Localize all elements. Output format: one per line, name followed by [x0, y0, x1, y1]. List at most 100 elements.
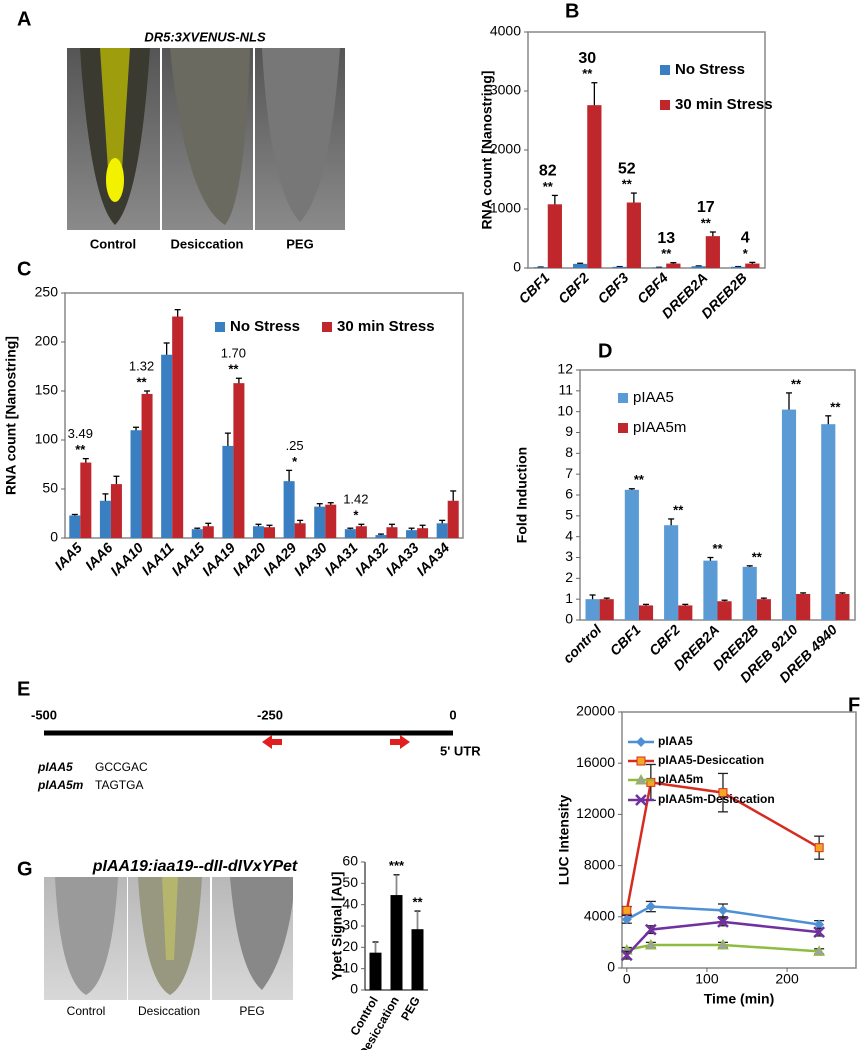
- construct: pIAA5: [37, 760, 73, 774]
- y-tick-label: 0: [513, 259, 521, 275]
- y-tick-label: 16000: [576, 754, 615, 770]
- y-tick-label: 0: [565, 611, 573, 627]
- legend-label: pIAA5m: [633, 419, 686, 436]
- x-tick-label: 100: [695, 971, 719, 987]
- bar: [781, 409, 797, 620]
- bar: [406, 530, 418, 538]
- caption: Control: [90, 236, 136, 251]
- significance: *: [292, 454, 298, 469]
- bar: [252, 526, 264, 538]
- legend-marker: [635, 794, 647, 806]
- x-tick-label: CBF4: [634, 269, 671, 306]
- significance: **: [228, 362, 239, 377]
- panel-label: B: [565, 0, 579, 22]
- significance: **: [712, 541, 723, 556]
- y-tick-label: 4000: [584, 908, 615, 924]
- position: 0: [449, 707, 456, 722]
- significance: *: [743, 246, 749, 261]
- point: [644, 938, 657, 950]
- point: [813, 945, 825, 956]
- point: [717, 938, 729, 950]
- bar: [717, 601, 732, 620]
- bar: [652, 267, 667, 268]
- y-tick-label: 11: [558, 382, 573, 398]
- point: [644, 923, 657, 936]
- bar: [386, 527, 398, 538]
- x-tick-label: IAA32: [352, 539, 392, 579]
- y-tick-label: 12000: [576, 805, 615, 821]
- significance: **: [622, 177, 633, 192]
- fold-change: 4: [741, 230, 750, 247]
- fold-change: 1.70: [221, 346, 246, 361]
- micrographs: [67, 48, 345, 230]
- x-tick-label: PEG: [398, 994, 423, 1023]
- y-tick-label: 250: [35, 284, 59, 300]
- significance: **: [752, 549, 763, 564]
- panel-title: pIAA19:iaa19--dII-dIVxYPet: [92, 858, 298, 875]
- caption: Control: [67, 1004, 106, 1018]
- legend-marker: [636, 737, 646, 747]
- y-tick-label: 2: [565, 569, 573, 585]
- legend-label: 30 min Stress: [675, 96, 773, 113]
- significance: ***: [389, 858, 405, 873]
- bar: [666, 263, 681, 268]
- bar: [80, 462, 92, 538]
- position: -500: [31, 707, 57, 722]
- caption: Desiccation: [171, 236, 244, 251]
- bar: [587, 105, 602, 268]
- significance: **: [791, 376, 802, 391]
- y-tick-label: 9: [565, 423, 573, 439]
- bar: [325, 504, 337, 538]
- legend-swatch: [618, 423, 628, 433]
- construct: pIAA5m: [37, 778, 84, 792]
- bar: [547, 204, 562, 268]
- y-tick-label: 50: [42, 480, 58, 496]
- bar: [533, 267, 548, 268]
- y-tick-label: 8000: [584, 856, 615, 872]
- bar: [626, 202, 641, 268]
- y-tick-label: 150: [35, 382, 59, 398]
- y-axis-label: RNA count [Nanostring]: [3, 336, 19, 495]
- sequence: TAGTGA: [95, 778, 143, 792]
- bar: [573, 263, 588, 268]
- fold-change: 52: [618, 160, 636, 177]
- panel-label: A: [17, 8, 31, 30]
- y-tick-label: 3000: [490, 82, 521, 98]
- y-axis-label: LUC Intensity: [556, 795, 572, 885]
- x-axis-label: Time (min): [704, 991, 775, 1007]
- position: -250: [257, 707, 283, 722]
- legend-label: pIAA5: [633, 389, 674, 406]
- bar: [172, 316, 184, 538]
- utr-label: 5' UTR: [440, 743, 481, 758]
- fold-change: 17: [697, 199, 715, 216]
- y-tick-label: 2000: [490, 141, 521, 157]
- x-tick-label: CBF1: [607, 621, 644, 658]
- series-line: [625, 780, 820, 911]
- bar: [99, 500, 111, 538]
- series-line: [625, 920, 820, 957]
- fold-change: 13: [657, 230, 675, 247]
- significance: **: [634, 472, 645, 487]
- bar: [745, 263, 760, 268]
- bar: [110, 484, 122, 538]
- bar: [222, 445, 234, 538]
- significance: **: [412, 895, 423, 910]
- bar: [624, 489, 639, 620]
- x-tick-label: IAA34: [413, 539, 453, 579]
- y-axis-label: Fold Induction: [514, 447, 530, 543]
- bar: [283, 481, 295, 538]
- fold-change: 1.42: [343, 492, 368, 507]
- point: [620, 949, 633, 962]
- point: [814, 843, 824, 853]
- legend-swatch: [660, 100, 670, 110]
- y-tick-label: 60: [342, 853, 358, 869]
- y-tick-label: 6: [565, 486, 573, 502]
- bar: [355, 526, 367, 538]
- significance: **: [543, 179, 554, 194]
- sequence: GCCGAC: [95, 760, 148, 774]
- y-axis-label: RNA count [Nanostring]: [479, 71, 495, 230]
- point: [718, 788, 728, 798]
- caption: PEG: [286, 236, 313, 251]
- point: [717, 916, 729, 928]
- point: [814, 919, 825, 930]
